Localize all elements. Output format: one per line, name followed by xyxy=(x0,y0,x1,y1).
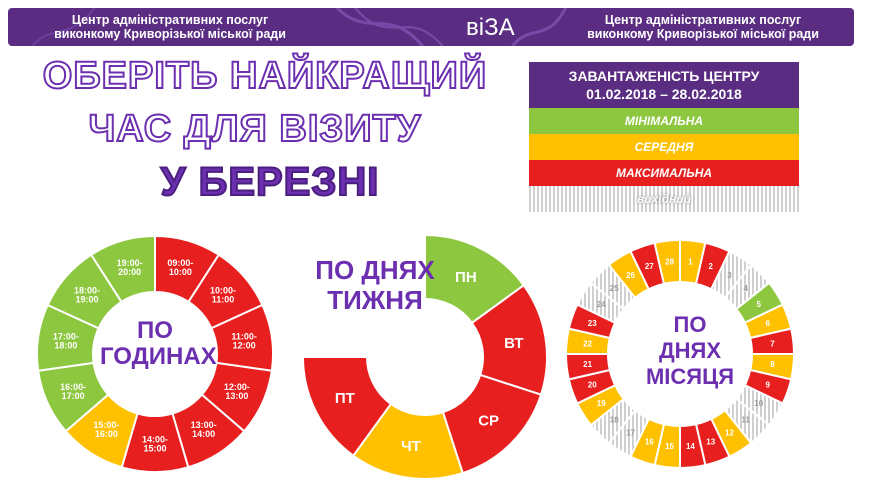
segment-ПТ xyxy=(301,356,393,458)
legend-header: ЗАВАНТАЖЕНІСТЬ ЦЕНТРУ 01.02.2018 – 28.02… xyxy=(529,62,799,108)
legend-item-minimal: МІНІМАЛЬНА xyxy=(529,108,799,134)
legend-item-medium: СЕРЕДНЯ xyxy=(529,134,799,160)
segment-label: 13:00-14:00 xyxy=(191,420,217,439)
segment-19-00-20-00 xyxy=(89,234,156,304)
month-chart-title: ПО ДНЯХ МІСЯЦЯ xyxy=(625,312,755,390)
segment-label: 11 xyxy=(742,415,751,424)
segment-label: 1 xyxy=(688,257,693,266)
segment-label: 28 xyxy=(665,257,674,266)
segment-label: 09:00-10:00 xyxy=(167,258,193,277)
banner-left-line2: виконкому Криворізької міської ради xyxy=(54,27,286,41)
hours-title-line2: ГОДИНАХ xyxy=(100,343,217,370)
segment-label: 22 xyxy=(583,339,592,348)
segment-label: 16:00-17:00 xyxy=(60,382,86,401)
hours-donut-chart: 09:00-10:00 10:00-11:00 11:00-12:00 12:00-1… xyxy=(36,234,274,473)
segment-label: ПТ xyxy=(335,390,355,407)
legend-item-maximal: МАКСИМАЛЬНА xyxy=(529,160,799,186)
month-title-line2: ДНЯХ xyxy=(658,338,722,363)
banner-right-text: Центр адміністративних послуг виконкому … xyxy=(558,13,848,41)
segment-label: 15:00-16:00 xyxy=(93,420,119,439)
banner-right-line1: Центр адміністративних послуг xyxy=(604,13,802,27)
legend-header-line2: 01.02.2018 – 28.02.2018 xyxy=(586,86,742,102)
segment-label: 14:00-15:00 xyxy=(142,435,168,454)
segment-label: 15 xyxy=(665,442,674,451)
segment-label: 12 xyxy=(725,428,734,437)
segment-label: 4 xyxy=(744,284,749,293)
weekdays-title-line2: ТИЖНЯ xyxy=(327,285,423,315)
segment-label: 6 xyxy=(766,319,771,328)
segment-label: СР xyxy=(478,413,499,430)
weekdays-donut-chart: ПН ВТ СР ЧТ ПТ xyxy=(301,233,548,480)
viza-logo: віЗА xyxy=(466,14,515,41)
title-line-3: У БЕРЕЗНІ xyxy=(160,159,380,205)
title-line-2: ЧАС ДЛЯ ВІЗИТУ xyxy=(88,107,422,151)
segment-label: 19:00-20:00 xyxy=(117,258,143,277)
month-title-line1: ПО xyxy=(673,312,707,337)
segment-label: 19 xyxy=(597,399,606,408)
banner-decoration xyxy=(31,8,568,46)
segment-label: 17 xyxy=(626,428,635,437)
hours-chart-title: ПО ГОДИНАХ xyxy=(100,317,217,370)
segment-label: 11:00-12:00 xyxy=(231,332,257,351)
segment-label: 13 xyxy=(706,437,715,446)
segment-label: 7 xyxy=(770,339,775,348)
month-title-line3: МІСЯЦЯ xyxy=(645,364,735,389)
segment-label: 17:00-18:00 xyxy=(53,332,79,351)
segment-label: 20 xyxy=(588,380,597,389)
segment-label: ПН xyxy=(455,269,477,286)
segment-label: 18 xyxy=(610,415,619,424)
segment-label: 10 xyxy=(754,399,763,408)
header-banner: Центр адміністративних послуг виконкому … xyxy=(8,8,854,46)
hours-title-line1: ПО xyxy=(137,317,173,344)
segment-label: 21 xyxy=(583,360,592,369)
segment-label: 5 xyxy=(757,300,762,309)
segment-label: 23 xyxy=(588,319,597,328)
segment-label: 12:00-13:00 xyxy=(224,382,250,401)
segment-label: 27 xyxy=(645,262,654,271)
segment-label: ВТ xyxy=(504,335,523,352)
title-line-1: ОБЕРІТЬ НАЙКРАЩИЙ xyxy=(42,54,488,98)
load-legend: ЗАВАНТАЖЕНІСТЬ ЦЕНТРУ 01.02.2018 – 28.02… xyxy=(529,62,799,212)
segment-label: 25 xyxy=(610,284,619,293)
banner-left-line1: Центр адміністративних послуг xyxy=(71,13,269,27)
banner-left-text: Центр адміністративних послуг виконкому … xyxy=(20,13,320,41)
segment-label: 16 xyxy=(645,437,654,446)
segment-label: 9 xyxy=(766,380,771,389)
month-days-donut-chart: 1234567891011121314151617181920212223242… xyxy=(564,238,796,470)
segment-label: 2 xyxy=(708,262,713,271)
segment-label: 24 xyxy=(597,300,606,309)
segment-label: 18:00-19:00 xyxy=(74,286,100,305)
segment-label: 8 xyxy=(770,360,775,369)
weekdays-chart-title: ПО ДНЯХ ТИЖНЯ xyxy=(290,255,460,315)
legend-item-day-off: вихідний xyxy=(529,186,799,212)
segment-label: 14 xyxy=(686,442,695,451)
banner-right-line2: виконкому Криворізької міської ради xyxy=(587,27,819,41)
segment-label: ЧТ xyxy=(401,438,421,455)
segment-28 xyxy=(653,238,681,286)
legend-header-line1: ЗАВАНТАЖЕНІСТЬ ЦЕНТРУ xyxy=(568,68,760,84)
segment-label: 10:00-11:00 xyxy=(210,286,236,305)
weekdays-title-line1: ПО ДНЯХ xyxy=(315,255,435,285)
segment-label: 3 xyxy=(727,271,732,280)
segment-label: 26 xyxy=(626,271,635,280)
